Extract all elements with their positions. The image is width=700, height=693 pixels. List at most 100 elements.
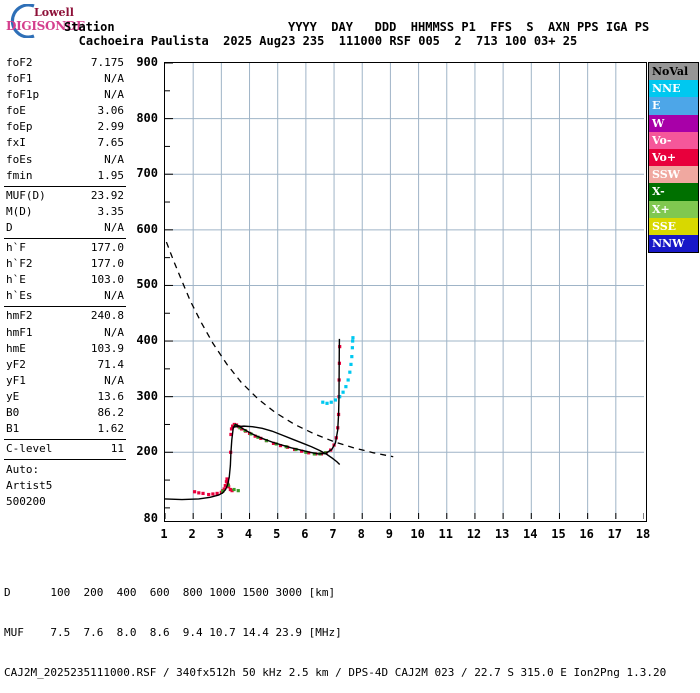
- data-point: [201, 491, 205, 496]
- data-point: [211, 492, 215, 496]
- data-point: [229, 427, 234, 431]
- data-point: [232, 487, 236, 492]
- legend-item-noval[interactable]: NoVal: [649, 63, 698, 81]
- series-muf-d-dashed-curve: [165, 241, 394, 458]
- parameter-row: M(D) 3.35: [4, 205, 126, 221]
- data-point: [271, 441, 276, 445]
- data-point: [350, 355, 354, 359]
- parameter-value: 7.65: [97, 136, 125, 150]
- y-tick-label: 900: [136, 55, 158, 69]
- data-point: [344, 385, 348, 389]
- legend-item-sse[interactable]: SSE: [649, 217, 698, 235]
- data-point: [346, 378, 350, 382]
- panel-divider: [4, 459, 126, 461]
- parameter-value: 240.8: [90, 309, 124, 323]
- y-tick-label: 200: [136, 444, 158, 459]
- parameter-row: foEp 2.99: [4, 120, 126, 136]
- data-point: [321, 400, 325, 404]
- legend-item-x-[interactable]: X+: [649, 200, 698, 218]
- polarization-legend[interactable]: NoVal NNE E W Vo- Vo+ SSW X- X+ SSE NNW: [648, 62, 699, 254]
- legend-item-e[interactable]: E: [649, 97, 698, 115]
- legend-item-vo-[interactable]: Vo+: [649, 148, 698, 167]
- ionogram-plot-area[interactable]: [164, 62, 647, 522]
- x-tick-label: 2: [188, 527, 196, 541]
- parameter-row: hmF2 240.8: [4, 309, 126, 325]
- parameter-value: 11: [110, 442, 124, 456]
- parameter-name: h`F2: [6, 257, 33, 271]
- series-secondary-polarization-x-green-: [221, 423, 328, 493]
- x-tick-label: 16: [579, 527, 594, 541]
- x-tick-label: 7: [329, 527, 337, 541]
- legend-item-w[interactable]: W: [649, 114, 698, 132]
- ionospheric-parameters-panel: foF2 7.175 foF1 N/A foF1p N/A foE 3.06 foEp 2…: [4, 56, 126, 511]
- logo-digisonde-text: DIGISONDE: [6, 19, 85, 33]
- y-tick-label: 500: [136, 277, 158, 292]
- x-tick-label: 15: [551, 527, 566, 541]
- data-point: [341, 390, 345, 394]
- parameter-row: C-level 11: [4, 442, 126, 458]
- data-point: [325, 401, 329, 405]
- parameter-group-frequencies: foF2 7.175 foF1 N/A foF1p N/A foE 3.06 foEp 2…: [4, 56, 126, 185]
- series-path: [232, 425, 341, 465]
- header-column-labels: Station YYYY DAY DDD HHMMSS P1 FFS S AXN…: [64, 20, 650, 34]
- parameter-row: D N/A: [4, 221, 126, 237]
- series-path: [165, 241, 394, 458]
- legend-item-x-[interactable]: X-: [649, 183, 698, 201]
- x-tick-label: 12: [466, 527, 482, 541]
- data-point: [351, 339, 355, 343]
- data-point: [228, 487, 232, 492]
- data-point: [240, 427, 244, 431]
- parameter-row: MUF(D) 23.92: [4, 189, 126, 205]
- series-path: [165, 338, 341, 501]
- data-point: [231, 424, 235, 428]
- legend-item-vo-[interactable]: Vo-: [649, 131, 698, 149]
- parameter-row: yF1 N/A: [4, 374, 126, 390]
- autoscaling-info: Auto: Artist5 500200: [6, 463, 53, 509]
- legend-item-nnw[interactable]: NNW: [649, 234, 698, 253]
- data-point: [307, 451, 311, 455]
- data-point: [333, 398, 338, 402]
- parameter-value: N/A: [104, 220, 124, 234]
- parameter-row: yE 13.6: [4, 390, 126, 406]
- parameter-name: foE: [6, 104, 26, 118]
- series-o-mode-trace-vo-red-: [192, 345, 342, 497]
- distance-row: D 100 200 400 600 800 1000 1500 3000 [km…: [4, 585, 336, 599]
- parameter-row: B0 86.2: [4, 406, 126, 422]
- parameter-name: MUF(D): [6, 188, 46, 202]
- data-point: [222, 487, 226, 491]
- series-x-mode-trace-nne-cyan-: [321, 336, 355, 405]
- y-tick-label: 600: [136, 221, 158, 236]
- parameter-name: B0: [6, 405, 20, 419]
- y-tick-label: 400: [136, 333, 158, 348]
- x-tick-label: 8: [357, 527, 365, 541]
- bottom-info-block: D 100 200 400 600 800 1000 1500 3000 [km…: [4, 559, 666, 693]
- data-point: [350, 346, 354, 350]
- data-point: [207, 492, 211, 497]
- parameter-name: foEp: [6, 120, 33, 134]
- parameter-value: N/A: [104, 88, 124, 102]
- x-tick-label: 14: [523, 527, 538, 541]
- data-point: [227, 485, 231, 489]
- parameter-name: foF2: [6, 56, 33, 69]
- parameter-row: fmin 1.95: [4, 169, 126, 185]
- parameter-name: hmE: [6, 341, 26, 355]
- data-point: [349, 362, 353, 367]
- data-point: [304, 450, 308, 454]
- data-point: [351, 336, 355, 340]
- legend-item-ssw[interactable]: SSW: [649, 166, 698, 184]
- parameter-name: foEs: [6, 152, 33, 166]
- parameter-row: yF2 71.4: [4, 358, 126, 374]
- legend-item-nne[interactable]: NNE: [649, 80, 698, 98]
- parameter-row: h`F2 177.0: [4, 257, 126, 273]
- data-point: [223, 484, 227, 488]
- x-tick-label: 11: [438, 527, 453, 541]
- series-true-height-profile-lower-branch-black-: [232, 425, 341, 465]
- parameter-row: h`Es N/A: [4, 289, 126, 305]
- data-point: [238, 426, 242, 430]
- parameter-value: 1.95: [97, 168, 125, 182]
- data-point: [329, 400, 333, 404]
- panel-divider: [4, 185, 126, 187]
- parameter-row: foE 3.06: [4, 104, 126, 120]
- data-point: [192, 490, 197, 494]
- series-electron-density-profile-black-solid-: [165, 338, 341, 501]
